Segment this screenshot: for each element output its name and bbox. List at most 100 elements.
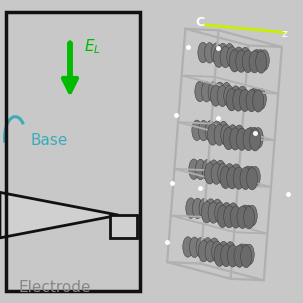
Circle shape: [237, 86, 248, 108]
Circle shape: [224, 206, 235, 228]
Circle shape: [230, 86, 241, 107]
Circle shape: [227, 245, 238, 267]
Circle shape: [217, 85, 228, 107]
Circle shape: [205, 163, 215, 184]
Circle shape: [230, 206, 241, 228]
Circle shape: [209, 160, 219, 180]
Circle shape: [218, 163, 228, 185]
Circle shape: [215, 202, 225, 224]
Circle shape: [237, 206, 248, 228]
Circle shape: [227, 125, 238, 146]
Circle shape: [240, 47, 251, 68]
Circle shape: [234, 125, 245, 146]
Circle shape: [205, 43, 215, 63]
Circle shape: [212, 241, 222, 262]
Circle shape: [211, 85, 221, 106]
Circle shape: [203, 238, 213, 258]
Circle shape: [198, 42, 208, 63]
Circle shape: [246, 127, 256, 148]
Circle shape: [208, 82, 218, 102]
Circle shape: [244, 244, 254, 265]
Circle shape: [256, 51, 267, 73]
Circle shape: [208, 124, 218, 145]
Circle shape: [234, 245, 245, 267]
Circle shape: [252, 49, 262, 70]
Circle shape: [249, 51, 260, 73]
Circle shape: [208, 202, 219, 223]
Circle shape: [228, 203, 238, 224]
Bar: [6, 12, 140, 291]
Circle shape: [250, 129, 261, 151]
Circle shape: [239, 89, 250, 112]
Circle shape: [192, 198, 203, 218]
Circle shape: [214, 244, 225, 266]
Circle shape: [250, 166, 260, 187]
Circle shape: [201, 82, 212, 102]
Circle shape: [240, 205, 250, 226]
Circle shape: [225, 242, 235, 263]
Circle shape: [256, 89, 266, 109]
Text: z: z: [282, 29, 288, 39]
Circle shape: [240, 167, 251, 189]
Circle shape: [231, 164, 241, 185]
Circle shape: [253, 128, 263, 148]
Circle shape: [212, 199, 222, 219]
Circle shape: [255, 50, 266, 70]
Circle shape: [249, 127, 260, 148]
Circle shape: [244, 207, 255, 229]
Circle shape: [214, 124, 225, 145]
Circle shape: [237, 244, 247, 265]
Circle shape: [196, 237, 206, 258]
Circle shape: [259, 50, 269, 71]
Circle shape: [221, 125, 231, 146]
Circle shape: [236, 50, 247, 72]
Circle shape: [233, 47, 244, 68]
Circle shape: [224, 85, 234, 107]
Circle shape: [243, 166, 253, 187]
Circle shape: [205, 241, 216, 262]
Circle shape: [227, 47, 237, 68]
Circle shape: [189, 237, 200, 258]
Circle shape: [199, 198, 209, 219]
Circle shape: [242, 50, 253, 72]
Circle shape: [205, 121, 215, 141]
Circle shape: [198, 241, 209, 262]
Text: C: C: [196, 16, 205, 28]
Circle shape: [202, 160, 212, 180]
Circle shape: [247, 205, 257, 226]
Circle shape: [218, 43, 228, 64]
Circle shape: [225, 44, 235, 64]
Circle shape: [218, 241, 229, 263]
Circle shape: [246, 90, 257, 112]
Circle shape: [230, 128, 241, 150]
Circle shape: [221, 202, 232, 224]
Circle shape: [195, 159, 206, 180]
Circle shape: [253, 90, 264, 112]
Circle shape: [247, 168, 258, 190]
Circle shape: [252, 88, 263, 109]
Circle shape: [215, 160, 225, 181]
Circle shape: [249, 88, 259, 109]
Circle shape: [217, 205, 228, 228]
Circle shape: [226, 89, 237, 111]
Circle shape: [224, 164, 235, 185]
Bar: [109, 215, 137, 238]
Circle shape: [243, 128, 254, 151]
Circle shape: [192, 120, 202, 141]
Circle shape: [215, 82, 225, 102]
Text: Electrode: Electrode: [18, 280, 91, 295]
Circle shape: [243, 205, 254, 226]
Circle shape: [221, 245, 232, 267]
Circle shape: [201, 201, 212, 223]
Circle shape: [220, 166, 231, 188]
Circle shape: [186, 198, 196, 218]
Circle shape: [233, 89, 244, 111]
Text: $E_L$: $E_L$: [84, 38, 101, 56]
Circle shape: [241, 245, 251, 268]
Text: Base: Base: [30, 133, 68, 148]
Circle shape: [212, 121, 222, 142]
Circle shape: [221, 82, 231, 103]
Circle shape: [211, 163, 222, 184]
Circle shape: [246, 166, 257, 187]
Circle shape: [218, 121, 228, 142]
